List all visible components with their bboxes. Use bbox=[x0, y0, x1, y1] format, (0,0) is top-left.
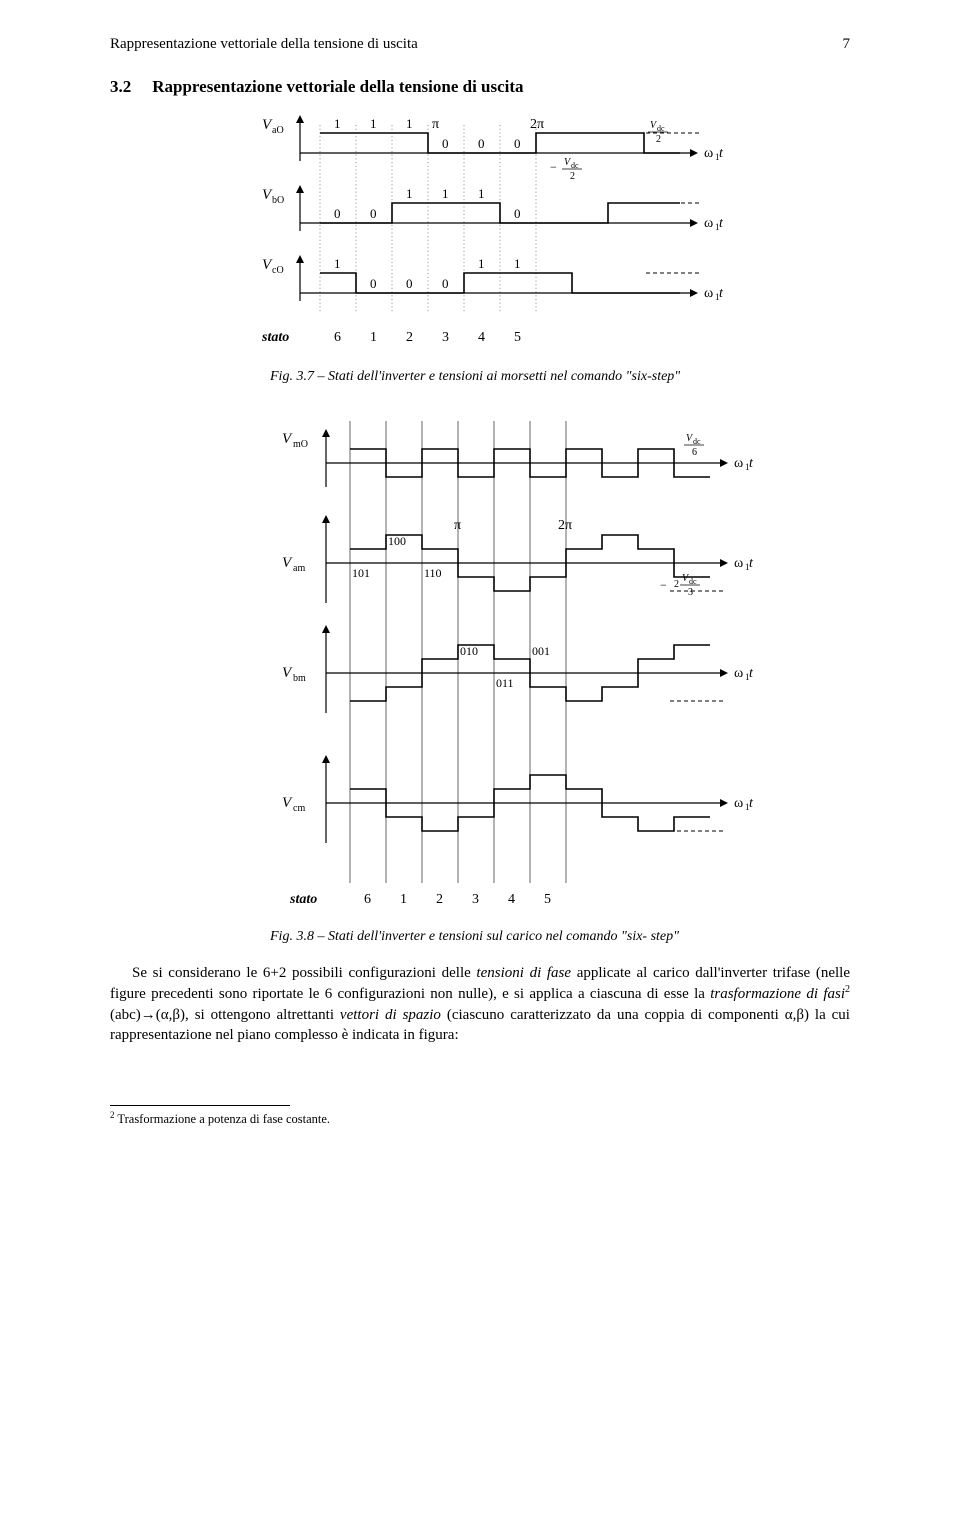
svg-text:t: t bbox=[719, 216, 724, 231]
svg-text:0: 0 bbox=[514, 136, 521, 151]
svg-text:bO: bO bbox=[272, 195, 284, 206]
svg-text:cO: cO bbox=[272, 265, 284, 276]
svg-text:t: t bbox=[719, 286, 724, 301]
svg-text:1: 1 bbox=[406, 186, 413, 201]
svg-text:4: 4 bbox=[478, 330, 485, 345]
section-title: Rappresentazione vettoriale della tensio… bbox=[152, 77, 523, 96]
svg-text:ω: ω bbox=[734, 456, 743, 471]
svg-text:1: 1 bbox=[400, 892, 407, 907]
svg-text:1: 1 bbox=[334, 116, 341, 131]
svg-text:2: 2 bbox=[674, 579, 679, 590]
footnote-rule bbox=[110, 1105, 290, 1106]
svg-text:2: 2 bbox=[406, 330, 413, 345]
svg-text:ω: ω bbox=[734, 796, 743, 811]
svg-text:1: 1 bbox=[514, 256, 521, 271]
svg-text:ω: ω bbox=[704, 146, 713, 161]
running-header-left: Rappresentazione vettoriale della tensio… bbox=[110, 36, 418, 53]
svg-text:100: 100 bbox=[388, 534, 406, 548]
running-header: Rappresentazione vettoriale della tensio… bbox=[110, 36, 850, 53]
svg-text:π: π bbox=[454, 518, 461, 533]
svg-text:2: 2 bbox=[436, 892, 443, 907]
svg-text:π: π bbox=[432, 117, 439, 132]
figure-3-8: ω1tVmOVdc6π2πω1tVam101100110ω1tVbm010011… bbox=[110, 403, 850, 923]
section-number: 3.2 bbox=[110, 77, 148, 97]
svg-text:0: 0 bbox=[514, 206, 521, 221]
svg-text:ω: ω bbox=[704, 286, 713, 301]
svg-text:t: t bbox=[749, 796, 754, 811]
svg-text:stato: stato bbox=[261, 330, 289, 345]
footnote-marker: 2 bbox=[110, 1110, 115, 1120]
svg-text:6: 6 bbox=[692, 447, 697, 458]
svg-text:t: t bbox=[719, 146, 724, 161]
svg-text:t: t bbox=[749, 556, 754, 571]
svg-text:011: 011 bbox=[496, 676, 514, 690]
figure-3-7-caption: Fig. 3.7 – Stati dell'inverter e tension… bbox=[270, 369, 850, 385]
svg-text:0: 0 bbox=[370, 276, 377, 291]
figure-3-7: VaO111000ω1tVbO001110ω1tVcO100011ω1tπ2πV… bbox=[110, 113, 850, 363]
svg-text:5: 5 bbox=[514, 330, 521, 345]
running-header-page: 7 bbox=[843, 36, 851, 53]
para-part1: Se si considerano le 6+2 possibili confi… bbox=[110, 965, 850, 1043]
svg-text:6: 6 bbox=[364, 892, 371, 907]
svg-text:1: 1 bbox=[370, 116, 377, 131]
svg-text:V: V bbox=[282, 555, 293, 571]
svg-text:am: am bbox=[293, 563, 305, 574]
section-heading: 3.2 Rappresentazione vettoriale della te… bbox=[110, 77, 850, 97]
svg-text:V: V bbox=[282, 665, 293, 681]
svg-text:t: t bbox=[749, 456, 754, 471]
svg-text:101: 101 bbox=[352, 566, 370, 580]
figure-3-7-svg: VaO111000ω1tVbO001110ω1tVcO100011ω1tπ2πV… bbox=[200, 113, 760, 363]
svg-text:2: 2 bbox=[570, 171, 575, 182]
svg-text:V: V bbox=[282, 431, 293, 447]
svg-text:1: 1 bbox=[370, 330, 377, 345]
svg-text:3: 3 bbox=[472, 892, 479, 907]
svg-text:0: 0 bbox=[334, 206, 341, 221]
svg-text:2π: 2π bbox=[530, 117, 544, 132]
main-paragraph: Se si considerano le 6+2 possibili confi… bbox=[110, 963, 850, 1045]
svg-text:ω: ω bbox=[734, 556, 743, 571]
svg-text:110: 110 bbox=[424, 566, 442, 580]
svg-text:t: t bbox=[749, 666, 754, 681]
svg-text:4: 4 bbox=[508, 892, 515, 907]
svg-text:ω: ω bbox=[704, 216, 713, 231]
svg-text:0: 0 bbox=[442, 136, 449, 151]
svg-text:aO: aO bbox=[272, 125, 284, 136]
figure-3-8-caption: Fig. 3.8 – Stati dell'inverter e tension… bbox=[270, 929, 850, 945]
svg-text:1: 1 bbox=[406, 116, 413, 131]
svg-text:0: 0 bbox=[406, 276, 413, 291]
figure-3-8-svg: ω1tVmOVdc6π2πω1tVam101100110ω1tVbm010011… bbox=[200, 403, 760, 923]
svg-text:0: 0 bbox=[442, 276, 449, 291]
svg-text:stato: stato bbox=[289, 892, 317, 907]
footnote: 2 Trasformazione a potenza di fase costa… bbox=[110, 1110, 850, 1127]
svg-text:3: 3 bbox=[688, 587, 693, 598]
svg-text:2: 2 bbox=[656, 134, 661, 145]
svg-text:001: 001 bbox=[532, 644, 550, 658]
svg-text:−: − bbox=[550, 160, 557, 174]
svg-text:ω: ω bbox=[734, 666, 743, 681]
svg-text:0: 0 bbox=[370, 206, 377, 221]
svg-text:1: 1 bbox=[442, 186, 449, 201]
svg-text:5: 5 bbox=[544, 892, 551, 907]
svg-text:1: 1 bbox=[478, 256, 485, 271]
svg-text:cm: cm bbox=[293, 803, 305, 814]
svg-text:6: 6 bbox=[334, 330, 341, 345]
svg-text:bm: bm bbox=[293, 673, 306, 684]
svg-text:−: − bbox=[660, 578, 667, 592]
svg-text:3: 3 bbox=[442, 330, 449, 345]
svg-text:010: 010 bbox=[460, 644, 478, 658]
svg-text:0: 0 bbox=[478, 136, 485, 151]
svg-text:1: 1 bbox=[334, 256, 341, 271]
svg-text:V: V bbox=[282, 795, 293, 811]
svg-text:mO: mO bbox=[293, 439, 308, 450]
svg-text:2π: 2π bbox=[558, 518, 572, 533]
svg-text:1: 1 bbox=[478, 186, 485, 201]
footnote-text: Trasformazione a potenza di fase costant… bbox=[117, 1112, 330, 1126]
